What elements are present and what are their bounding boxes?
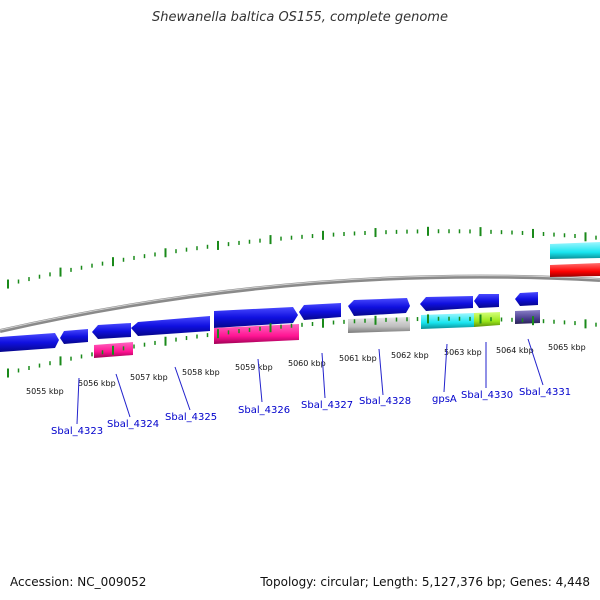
kbp-label: 5064 kbp <box>496 346 534 355</box>
kbp-label: 5063 kbp <box>444 348 482 357</box>
kbp-label: 5065 kbp <box>548 343 586 352</box>
kbp-label: 5062 kbp <box>391 351 429 360</box>
cds-arrow-7 <box>348 298 410 316</box>
genome-backbone-highlight <box>0 275 600 331</box>
gene-leaders <box>76 338 544 425</box>
cds-arrow-3 <box>92 323 131 339</box>
gene-label-sbal-4324[interactable]: Sbal_4324 <box>107 419 159 430</box>
cds-arrow-4 <box>131 316 210 336</box>
cog-bar-cyan <box>421 313 474 329</box>
cds-arrow-2 <box>60 329 88 344</box>
cds-arrow-1 <box>0 333 59 352</box>
kbp-label: 5061 kbp <box>339 354 377 363</box>
gene-label-sbal-4325[interactable]: Sbal_4325 <box>165 412 217 423</box>
kbp-label: 5056 kbp <box>78 379 116 388</box>
kbp-label: 5058 kbp <box>182 368 220 377</box>
cds-arrow-9 <box>474 294 499 308</box>
cog-bar-magenta-2 <box>214 324 299 344</box>
lower-tick-ring <box>7 314 597 378</box>
kbp-label: 5059 kbp <box>235 363 273 372</box>
gene-label-sbal-4327[interactable]: Sbal_4327 <box>301 400 353 411</box>
gene-label-sbal-4330[interactable]: Sbal_4330 <box>461 390 513 401</box>
cog-bar-cyan-top <box>550 242 600 259</box>
cog-bar-gray <box>348 317 410 333</box>
leader-line <box>378 348 384 396</box>
gene-label-sbal-4323[interactable]: Sbal_4323 <box>51 426 103 437</box>
gene-label-gpsa[interactable]: gpsA <box>432 394 457 405</box>
kbp-label: 5057 kbp <box>130 373 168 382</box>
leader-line <box>321 352 326 399</box>
gene-label-sbal-4326[interactable]: Sbal_4326 <box>238 405 290 416</box>
upper-tick-ring <box>7 226 597 289</box>
leader-line <box>76 377 80 425</box>
leader-line <box>174 366 191 411</box>
cog-bar-purple <box>515 310 540 324</box>
leader-line <box>257 358 263 403</box>
leader-line <box>527 338 544 386</box>
cds-arrow-5 <box>214 307 298 328</box>
leader-line <box>443 343 448 393</box>
leader-line <box>115 373 131 418</box>
kbp-label: 5055 kbp <box>26 387 64 396</box>
map-title: Shewanella baltica OS155, complete genom… <box>152 10 448 25</box>
kbp-scale: 5055 kbp 5056 kbp 5057 kbp 5058 kbp 5059… <box>26 343 586 396</box>
genome-backbone <box>0 274 600 333</box>
cds-arrow-6 <box>299 303 341 320</box>
accession-label: Accession: NC_009052 <box>10 575 147 589</box>
gene-label-sbal-4328[interactable]: Sbal_4328 <box>359 396 411 407</box>
cds-arrow-10 <box>515 292 538 306</box>
gene-labels: Sbal_4323 Sbal_4324 Sbal_4325 Sbal_4326 … <box>51 387 571 437</box>
topology-stats: Topology: circular; Length: 5,127,376 bp… <box>260 575 590 589</box>
gene-label-sbal-4331[interactable]: Sbal_4331 <box>519 387 571 398</box>
kbp-label: 5060 kbp <box>288 359 326 368</box>
cds-arrow-8 <box>420 296 473 311</box>
cog-bar-red-top <box>550 263 600 277</box>
cog-bar-lime <box>474 312 500 327</box>
